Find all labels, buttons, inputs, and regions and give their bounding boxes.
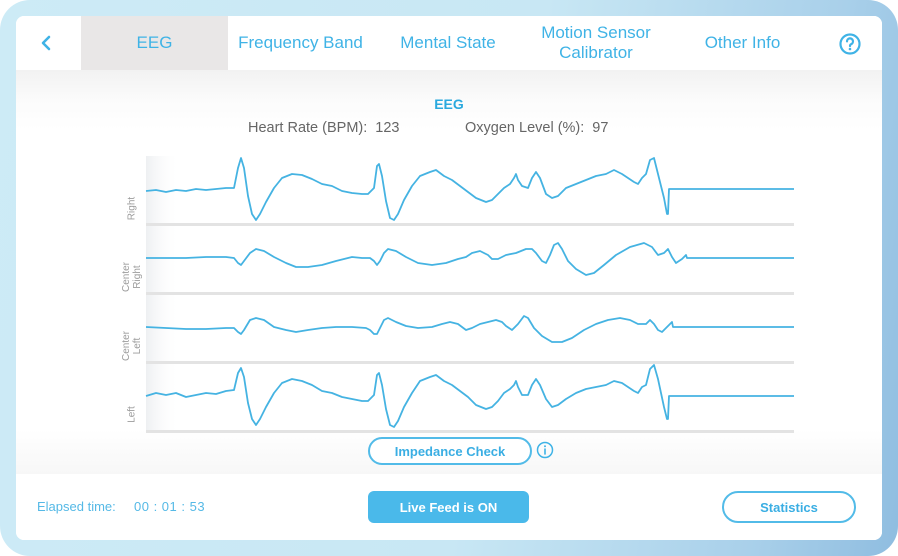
- channel-baseline: [146, 223, 794, 226]
- tab-motion-sensor-calibrator[interactable]: Motion Sensor Calibrator: [523, 16, 669, 70]
- tab-eeg[interactable]: EEG: [81, 16, 228, 70]
- heart-rate: Heart Rate (BPM): 123: [248, 120, 399, 136]
- info-icon[interactable]: [536, 441, 554, 459]
- oxygen-value: 97: [592, 120, 609, 136]
- tab-label: Motion Sensor Calibrator: [541, 23, 651, 62]
- eeg-trace-center-right: [146, 242, 794, 276]
- eeg-waveform-chart: [145, 156, 794, 433]
- oxygen-label: Oxygen Level (%):: [465, 120, 585, 136]
- channel-label-center-right: Center Right: [121, 262, 143, 293]
- question-circle-icon: [839, 33, 861, 55]
- eeg-trace-right: [145, 157, 794, 221]
- tab-mental-state[interactable]: Mental State: [373, 16, 523, 70]
- live-feed-toggle-button[interactable]: Live Feed is ON: [368, 491, 529, 523]
- tab-other-info[interactable]: Other Info: [669, 16, 816, 70]
- elapsed-time-value: 00 : 01 : 53: [134, 499, 206, 514]
- oxygen-level: Oxygen Level (%): 97: [465, 120, 608, 136]
- heart-rate-value: 123: [375, 120, 400, 136]
- panel-title: EEG: [434, 96, 464, 112]
- help-button[interactable]: [838, 32, 862, 56]
- heart-rate-label: Heart Rate (BPM):: [248, 120, 368, 136]
- app-card: EEG Frequency Band Mental State Motion S…: [16, 16, 882, 540]
- eeg-panel: EEG Heart Rate (BPM): 123 Oxygen Level (%…: [16, 70, 882, 474]
- tab-label: Other Info: [704, 33, 781, 52]
- tab-label: Frequency Band: [238, 33, 363, 52]
- back-button[interactable]: [34, 30, 58, 56]
- eeg-trace-left: [145, 364, 794, 428]
- elapsed-time-label: Elapsed time:: [37, 499, 116, 514]
- eeg-trace-center-left: [145, 315, 794, 343]
- channel-label-right: Right: [126, 196, 138, 221]
- tab-label: EEG: [136, 33, 173, 52]
- impedance-check-button[interactable]: Impedance Check: [368, 437, 532, 465]
- channel-baseline: [146, 361, 794, 364]
- channel-label-left: Left: [126, 406, 138, 423]
- chevron-left-icon: [41, 35, 51, 51]
- tab-frequency-band[interactable]: Frequency Band: [228, 16, 373, 70]
- channel-baseline: [146, 430, 794, 433]
- statistics-button[interactable]: Statistics: [722, 491, 856, 523]
- footer-bar: Elapsed time: 00 : 01 : 53 Live Feed is …: [16, 474, 882, 540]
- channel-baseline: [146, 292, 794, 295]
- top-nav: EEG Frequency Band Mental State Motion S…: [16, 16, 882, 70]
- tab-label: Mental State: [400, 33, 496, 52]
- channel-label-center-left: Center Left: [121, 331, 143, 362]
